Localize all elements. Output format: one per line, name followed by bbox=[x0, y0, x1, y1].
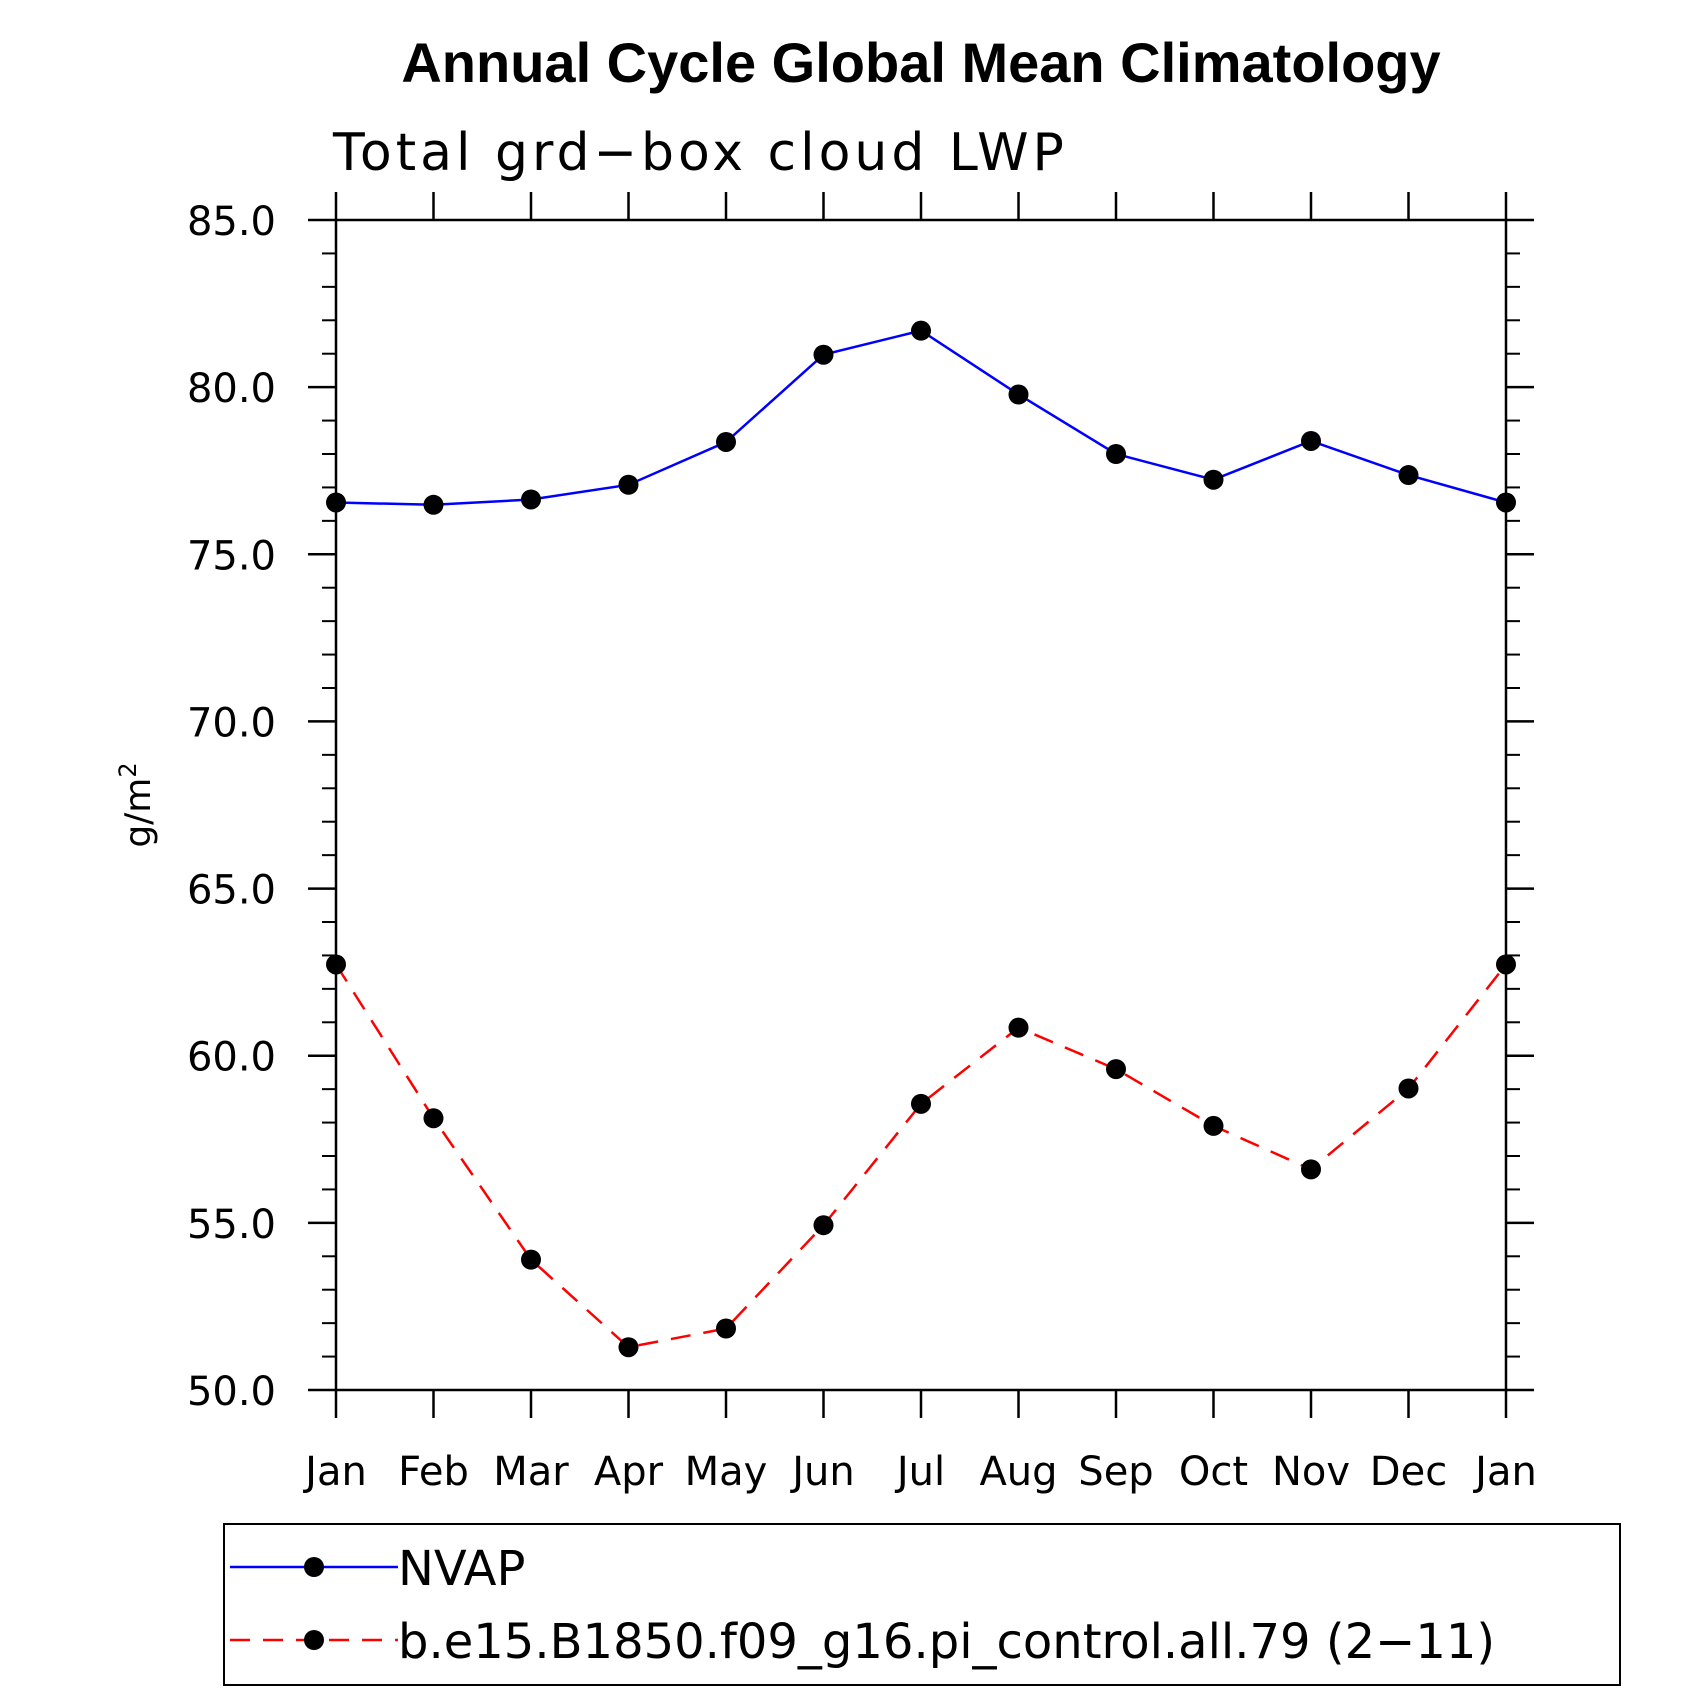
legend-item-nvap: NVAP bbox=[230, 1541, 525, 1597]
legend-marker-model bbox=[304, 1630, 324, 1650]
x-tick-label: Oct bbox=[1179, 1449, 1248, 1495]
series-0-point bbox=[716, 431, 736, 452]
y-tick-label: 60.0 bbox=[187, 1035, 276, 1081]
x-tick-label: Dec bbox=[1370, 1449, 1447, 1495]
chart-subtitle: Total grd−box cloud LWP bbox=[332, 123, 1068, 183]
y-axis-labels: 50.0 55.0 60.0 65.0 70.0 75.0 80.0 85.0 bbox=[187, 199, 276, 1415]
legend-box bbox=[223, 1523, 1621, 1686]
series-0-point bbox=[618, 474, 639, 495]
series-1-point bbox=[1008, 1017, 1029, 1038]
series-0-point bbox=[911, 320, 931, 341]
x-axis-labels: Jan Feb Mar Apr May Jun Jul Aug Sep Oct Nov Dec Jan bbox=[302, 1449, 1537, 1495]
series-0-point bbox=[423, 494, 444, 515]
x-tick-label: Nov bbox=[1272, 1449, 1350, 1495]
series-line-0 bbox=[335, 329, 1507, 507]
x-tick-label: Jan bbox=[302, 1449, 367, 1495]
x-tick-label: May bbox=[685, 1449, 768, 1495]
y-tick-label: 75.0 bbox=[187, 533, 276, 579]
series-1-point bbox=[813, 1215, 834, 1236]
series-0-point bbox=[1203, 469, 1224, 490]
series-1-point bbox=[618, 1337, 639, 1358]
legend-label-model: b.e15.B1850.f09_g16.pi_control.all.79 (2… bbox=[398, 1614, 1495, 1670]
x-tick-label: Feb bbox=[398, 1449, 469, 1495]
legend-marker-nvap bbox=[304, 1557, 324, 1577]
series-1-point bbox=[1106, 1059, 1126, 1080]
y-tick-label: 85.0 bbox=[187, 199, 276, 245]
series-1-point bbox=[1203, 1115, 1224, 1136]
y-tick-label: 80.0 bbox=[187, 366, 276, 412]
series-1-point bbox=[423, 1108, 444, 1129]
series-1-point bbox=[326, 954, 346, 975]
series-1-point bbox=[716, 1318, 736, 1339]
plot-frame bbox=[334, 218, 1508, 1392]
series-1-point bbox=[521, 1249, 541, 1270]
x-tick-label: Sep bbox=[1078, 1449, 1153, 1495]
legend-item-model: b.e15.B1850.f09_g16.pi_control.all.79 (2… bbox=[230, 1614, 1495, 1670]
series-0-point bbox=[1008, 384, 1029, 405]
x-tick-label: Jan bbox=[1472, 1449, 1537, 1495]
series-1-point bbox=[1301, 1159, 1321, 1180]
y-tick-label: 50.0 bbox=[187, 1369, 276, 1415]
chart-title: Annual Cycle Global Mean Climatology bbox=[401, 31, 1440, 94]
y-axis-label-superscript: 2 bbox=[114, 762, 142, 777]
series-0-point bbox=[1301, 430, 1321, 451]
series-0-point bbox=[1496, 492, 1516, 513]
x-tick-label: Mar bbox=[493, 1449, 569, 1495]
x-tick-label: Jul bbox=[894, 1449, 945, 1495]
series-0-point bbox=[521, 489, 541, 510]
y-tick-label: 65.0 bbox=[187, 868, 276, 914]
series-layer bbox=[326, 320, 1516, 1358]
x-tick-label: Apr bbox=[594, 1449, 664, 1495]
series-line-1 bbox=[334, 963, 1507, 1349]
series-0-point bbox=[1106, 444, 1126, 464]
series-1-point bbox=[911, 1093, 931, 1114]
legend-label-nvap: NVAP bbox=[398, 1541, 525, 1597]
y-tick-label: 70.0 bbox=[187, 700, 276, 746]
series-0-point bbox=[326, 492, 346, 513]
x-tick-label: Aug bbox=[979, 1449, 1057, 1495]
series-0-point bbox=[1398, 465, 1419, 486]
series-1-point bbox=[1496, 954, 1516, 975]
x-tick-label: Jun bbox=[789, 1449, 855, 1495]
y-tick-label: 55.0 bbox=[187, 1202, 276, 1248]
y-axis-label: g/m2 bbox=[114, 762, 159, 847]
axis-ticks bbox=[308, 192, 1534, 1418]
series-0-point bbox=[813, 344, 834, 365]
series-1-point bbox=[1398, 1078, 1419, 1099]
